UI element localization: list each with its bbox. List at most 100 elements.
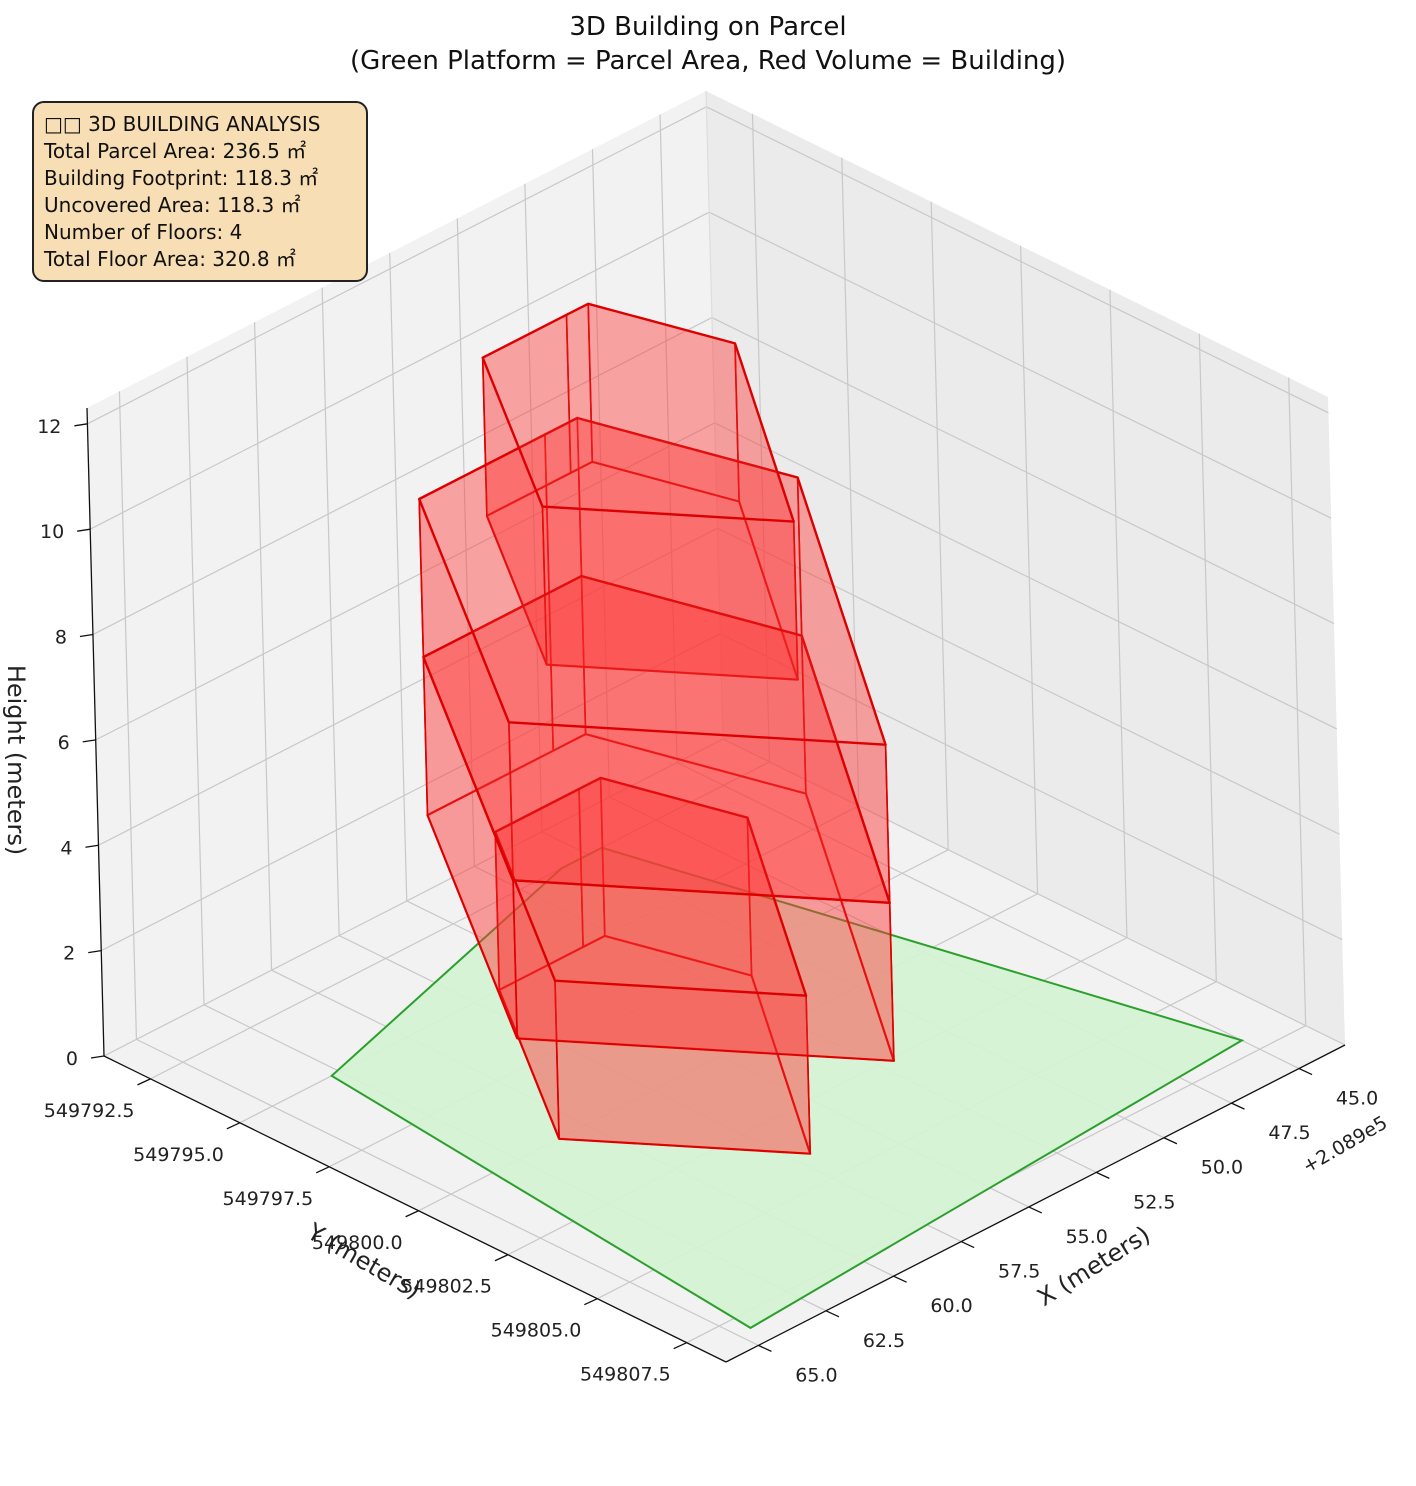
axes-ticks: 45.0 47.5 50.0 52.5 55.0 57.5 60.0 62.5 65.0 5497… — [37, 416, 1378, 1387]
x-axis-line — [725, 1044, 1346, 1363]
grid-line-x-wall — [186, 356, 205, 1005]
x-tick — [1096, 1171, 1110, 1179]
pane-edge-back — [705, 90, 724, 740]
y-tick-label: 549797.5 — [223, 1188, 314, 1210]
y-tick — [584, 1298, 598, 1306]
x-tick — [1298, 1067, 1313, 1076]
x-tick-label: 50.0 — [1201, 1157, 1243, 1179]
grid-line-z-right-wall — [719, 633, 1343, 941]
x-axis-offset-label: +2.089e5 — [1299, 1112, 1391, 1178]
y-tick — [494, 1254, 509, 1262]
y-axis-label: Y (meters) — [302, 1217, 426, 1305]
building-level-4-top — [481, 302, 795, 523]
grid-line-x-wall — [591, 149, 611, 798]
info-line-parcel-area: Total Parcel Area: 236.5 ㎡ — [44, 139, 307, 163]
x-tick — [825, 1310, 840, 1318]
z-tick-label: 10 — [40, 521, 64, 543]
grid-line-z-right-wall — [706, 106, 1329, 414]
grid-line-x-floor — [676, 761, 1300, 1070]
back-right-pane — [706, 91, 1345, 1045]
grid-line-y-wall — [930, 201, 949, 850]
y-tick-label: 549795.0 — [133, 1144, 224, 1166]
x-tick-label: 52.5 — [1133, 1191, 1175, 1213]
z-tick-label: 8 — [55, 627, 67, 649]
grid-line-x-wall — [118, 391, 138, 1040]
axes-lines — [86, 407, 1346, 1363]
z-tick-label: 12 — [37, 416, 61, 438]
grid-line-z-left-wall — [98, 527, 718, 846]
y-axis-line — [103, 1055, 727, 1363]
x-tick — [960, 1240, 975, 1249]
grid-line-z-right-wall — [717, 527, 1340, 835]
x-tick-label: 62.5 — [863, 1330, 905, 1352]
grid-line-x-wall — [253, 322, 273, 971]
grid-line-z-right-wall — [722, 738, 1346, 1046]
building-level-2-top — [422, 574, 891, 904]
info-line-floors: Number of Floors: 4 — [44, 220, 243, 244]
data-polygons — [330, 302, 1245, 1330]
analysis-info-box: □□ 3D BUILDING ANALYSIS Total Parcel Are… — [32, 101, 368, 282]
z-axis-label: Height (meters) — [2, 665, 30, 855]
back-left-pane — [87, 91, 723, 1056]
grid-line-y-wall — [751, 113, 771, 762]
building-level-1-top — [494, 776, 808, 997]
grid-line-z-right-wall — [711, 316, 1335, 625]
y-tick-label: 549805.0 — [491, 1320, 582, 1342]
y-tick — [226, 1122, 241, 1130]
parcel-platform — [330, 846, 1245, 1330]
grid-line-z-right-wall — [714, 422, 1337, 730]
grid-line-z-left-wall — [103, 738, 724, 1057]
grid-line-y-wall — [1288, 377, 1307, 1026]
grid-line-y-wall — [841, 157, 860, 806]
z-tick-label: 6 — [58, 732, 70, 754]
y-tick-label: 549807.5 — [580, 1364, 671, 1386]
z-tick-label: 2 — [63, 943, 75, 965]
grid-line-y-wall — [1109, 289, 1128, 938]
info-line-uncovered-area: Uncovered Area: 118.3 ㎡ — [44, 193, 301, 217]
x-tick-label: 47.5 — [1268, 1122, 1310, 1144]
z-tick — [82, 739, 96, 743]
x-tick — [893, 1275, 907, 1283]
grid-line-z-left-wall — [92, 317, 713, 636]
z-tick — [77, 528, 91, 532]
z-tick — [88, 949, 102, 954]
y-tick-label: 549802.5 — [401, 1276, 492, 1298]
y-tick — [137, 1078, 151, 1086]
x-tick-label: 60.0 — [930, 1295, 972, 1317]
x-tick — [1231, 1102, 1245, 1110]
grid-line-x-wall — [321, 287, 340, 936]
x-tick — [1028, 1206, 1043, 1214]
info-line-floor-area: Total Floor Area: 320.8 ㎡ — [44, 247, 296, 271]
z-tick-label: 0 — [66, 1048, 78, 1070]
y-tick-label: 549800.0 — [312, 1232, 403, 1254]
grid-line-y-wall — [1198, 333, 1217, 982]
x-tick — [1163, 1137, 1178, 1145]
grid-line-y-floor — [150, 761, 770, 1080]
y-tick — [315, 1166, 330, 1174]
grid-line-x-wall — [389, 252, 408, 901]
grid-line-x-wall — [659, 114, 678, 763]
x-tick-label: 65.0 — [795, 1364, 837, 1386]
grid-line-z-left-wall — [89, 211, 710, 530]
info-box-heading: □□ 3D BUILDING ANALYSIS — [44, 112, 321, 136]
x-tick-label: 57.5 — [998, 1261, 1040, 1283]
z-tick — [85, 844, 99, 848]
y-tick — [673, 1342, 687, 1350]
grid-line-x-floor — [136, 1038, 759, 1346]
info-line-building-footprint: Building Footprint: 118.3 ㎡ — [44, 166, 319, 190]
grid-line-z-left-wall — [95, 422, 715, 741]
grid-line-y-wall — [1019, 245, 1039, 894]
z-tick — [79, 633, 94, 638]
y-tick-label: 549792.5 — [44, 1100, 135, 1122]
z-tick — [90, 1055, 105, 1059]
z-tick — [74, 423, 88, 427]
grid-line-z-left-wall — [87, 106, 707, 425]
y-tick — [405, 1210, 419, 1218]
z-tick-label: 4 — [60, 837, 72, 859]
grid-line-z-right-wall — [708, 211, 1332, 519]
z-axis-line — [86, 407, 105, 1057]
x-tick-label: 55.0 — [1066, 1226, 1108, 1248]
chart-subtitle: (Green Platform = Parcel Area, Red Volum… — [349, 46, 1067, 76]
grid-line-z-left-wall — [100, 633, 721, 952]
